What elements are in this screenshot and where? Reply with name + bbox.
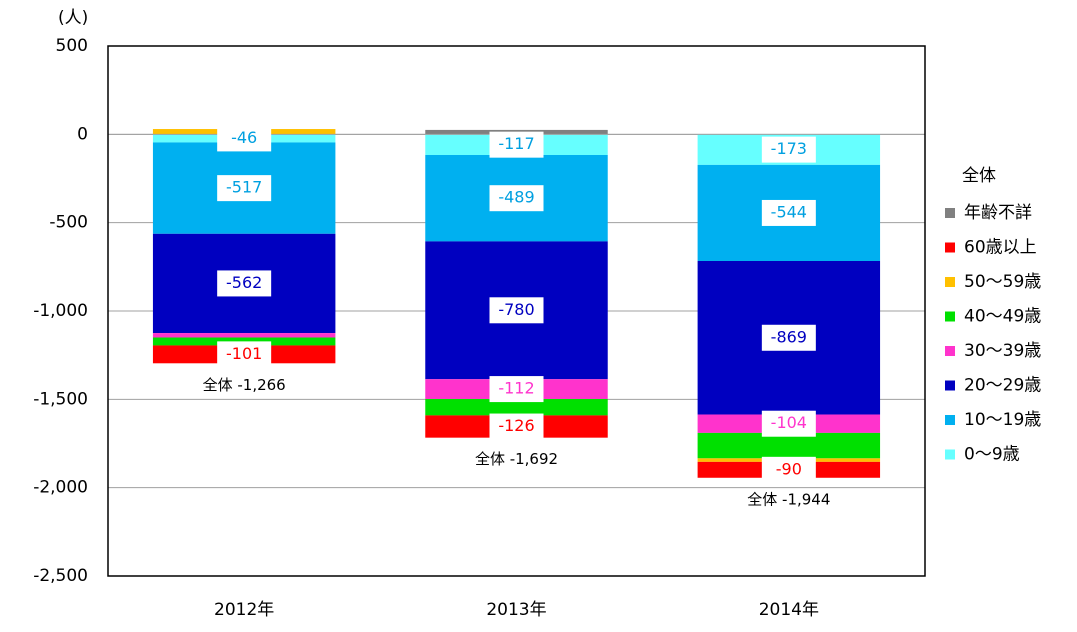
- legend-swatch: [945, 346, 955, 356]
- legend-swatch: [945, 311, 955, 322]
- x-tick-label: 2013年: [486, 600, 546, 620]
- x-tick-label: 2014年: [759, 600, 819, 620]
- data-label-box: [489, 297, 544, 324]
- legend-swatch: [945, 415, 955, 425]
- y-tick-label: -1,500: [33, 389, 88, 409]
- data-label: -780: [498, 300, 534, 319]
- data-label-box: [217, 270, 272, 297]
- data-label-box: [489, 131, 544, 158]
- data-label-box: [489, 376, 544, 403]
- y-tick-label: -2,000: [33, 478, 88, 498]
- legend-swatch: [945, 242, 955, 253]
- data-label: -544: [771, 202, 807, 221]
- data-label-box: [217, 125, 272, 152]
- data-label: -126: [498, 416, 534, 435]
- data-label-box: [761, 199, 816, 226]
- data-label: -562: [226, 273, 262, 292]
- y-tick-label: -500: [49, 213, 88, 233]
- legend-label: 年齢不詳: [964, 203, 1032, 223]
- y-tick-label: 500: [56, 36, 88, 56]
- data-label-box: [217, 341, 272, 368]
- y-axis-label: (人): [58, 8, 88, 28]
- total-label: 全体 -1,944: [747, 490, 830, 508]
- x-tick-label: 2012年: [214, 600, 274, 620]
- legend-label: 30～39歳: [964, 341, 1041, 361]
- bar-segment: [425, 398, 608, 416]
- data-label-box: [489, 413, 544, 440]
- bar-segment: [152, 333, 336, 338]
- data-label: -112: [498, 379, 534, 398]
- total-label: 全体 -1,266: [203, 376, 286, 394]
- data-label: -517: [226, 178, 262, 197]
- legend-label: 0～9歳: [964, 445, 1020, 465]
- legend-title: 全体: [962, 166, 996, 186]
- legend-swatch: [945, 208, 955, 218]
- data-label: -101: [226, 344, 262, 363]
- data-label-box: [761, 410, 816, 437]
- data-label: -104: [771, 413, 807, 432]
- legend-swatch: [945, 380, 955, 391]
- data-label-box: [761, 136, 816, 163]
- data-label-box: [761, 456, 816, 483]
- bar-segment: [697, 432, 881, 459]
- data-label: -46: [231, 128, 257, 147]
- data-label: -869: [771, 327, 807, 346]
- legend-label: 60歳以上: [964, 238, 1037, 258]
- legend-label: 10～19歳: [964, 410, 1041, 430]
- data-label: -90: [776, 459, 802, 478]
- data-label: -117: [498, 134, 534, 153]
- data-label-box: [217, 175, 272, 202]
- legend-swatch: [945, 449, 955, 460]
- legend-label: 40～49歳: [964, 307, 1041, 327]
- y-tick-label: -2,500: [33, 566, 88, 586]
- plot-frame: [107, 45, 926, 577]
- legend-label: 20～29歳: [964, 376, 1041, 396]
- data-label-box: [489, 185, 544, 212]
- data-label: -489: [498, 188, 534, 207]
- legend-swatch: [945, 277, 955, 287]
- y-tick-label: 0: [77, 124, 88, 144]
- data-label-box: [761, 324, 816, 351]
- data-label: -173: [771, 139, 807, 158]
- total-label: 全体 -1,692: [475, 450, 558, 468]
- y-tick-label: -1,000: [33, 301, 88, 321]
- legend-label: 50～59歳: [964, 272, 1041, 292]
